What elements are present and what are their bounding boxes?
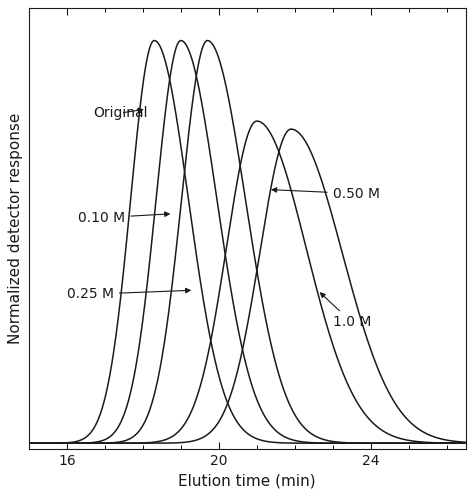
Y-axis label: Normalized detector response: Normalized detector response [9, 113, 23, 344]
Text: 0.25 M: 0.25 M [67, 287, 190, 301]
Text: 0.50 M: 0.50 M [272, 186, 380, 201]
X-axis label: Elution time (min): Elution time (min) [179, 474, 316, 489]
Text: 1.0 M: 1.0 M [320, 293, 371, 330]
Text: Original: Original [93, 106, 148, 120]
Text: 0.10 M: 0.10 M [78, 211, 169, 225]
